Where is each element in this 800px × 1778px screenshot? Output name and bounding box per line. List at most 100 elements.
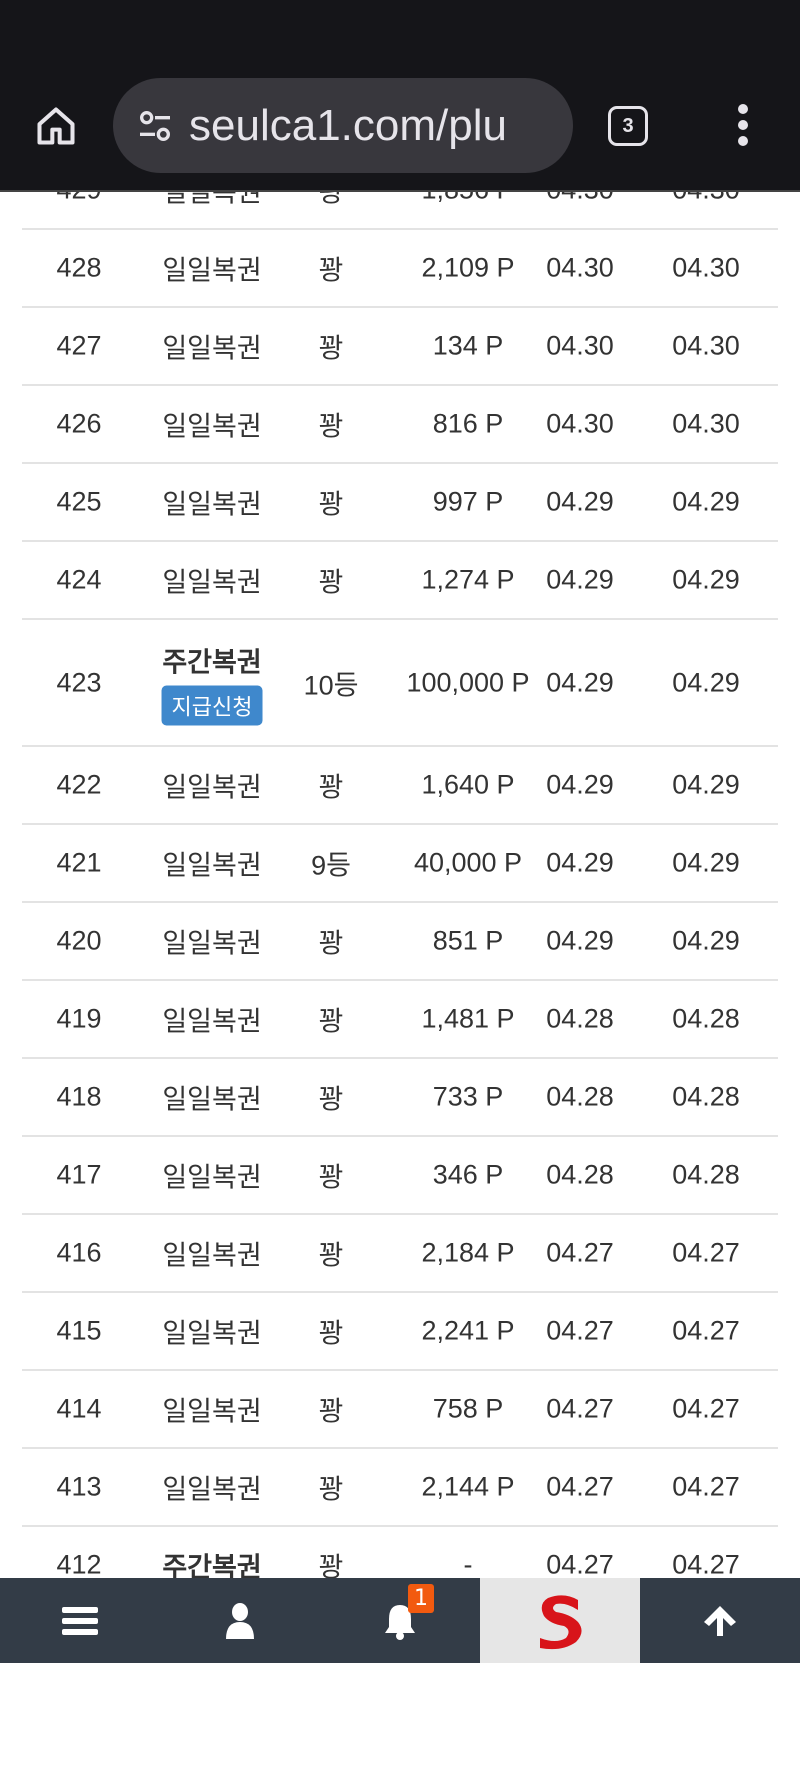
claim-button[interactable]: 지급신청 [161, 685, 263, 725]
user-icon [226, 1602, 254, 1639]
row-number: 416 [56, 1237, 102, 1268]
payout-date: 04.29 [672, 667, 740, 697]
payout-date: 04.28 [672, 1003, 740, 1034]
rank: 꽝 [318, 1318, 344, 1349]
site-settings-icon[interactable] [135, 106, 175, 146]
table-row: 416 일일복권 꽝 2,184 P 04.27 04.27 [22, 1215, 778, 1293]
draw-date: 04.27 [546, 1471, 614, 1502]
rank: 꽝 [318, 333, 344, 364]
site-logo [540, 1594, 582, 1649]
draw-date: 04.29 [546, 486, 614, 517]
row-number: 427 [56, 330, 102, 361]
draw-date: 04.27 [546, 1237, 614, 1268]
amount: 134 P [432, 330, 504, 361]
lottery-type: 일일복권 [162, 1396, 262, 1427]
draw-date: 04.27 [546, 1549, 614, 1580]
row-number: 424 [56, 564, 102, 595]
payout-date: 04.30 [672, 408, 740, 439]
rank: 꽝 [318, 1162, 344, 1193]
bottom-nav: 1 [0, 1578, 800, 1663]
draw-date: 04.30 [546, 408, 614, 439]
draw-date: 04.28 [546, 1159, 614, 1190]
payout-date: 04.27 [672, 1393, 740, 1424]
rank: 꽝 [318, 1240, 344, 1271]
payout-date: 04.29 [672, 847, 740, 878]
amount: 346 P [432, 1159, 504, 1190]
tab-switcher-button[interactable]: 3 [608, 106, 648, 146]
draw-date: 04.30 [546, 330, 614, 361]
table-row: 428 일일복권 꽝 2,109 P 04.30 04.30 [22, 230, 778, 308]
site-logo-button[interactable] [480, 1578, 640, 1663]
amount: - [463, 1549, 473, 1580]
amount: 2,241 P [421, 1315, 515, 1346]
draw-date: 04.30 [546, 252, 614, 283]
rank: 꽝 [318, 1552, 344, 1583]
lottery-type: 일일복권 [162, 567, 262, 598]
lottery-type: 일일복권 [162, 255, 262, 286]
amount: 1,274 P [421, 564, 515, 595]
payout-date: 04.27 [672, 1549, 740, 1580]
amount: 851 P [432, 925, 504, 956]
payout-date: 04.29 [672, 564, 740, 595]
draw-date: 04.28 [546, 1081, 614, 1112]
table-row: 425 일일복권 꽝 997 P 04.29 04.29 [22, 464, 778, 542]
payout-date: 04.27 [672, 1315, 740, 1346]
draw-date: 04.29 [546, 564, 614, 595]
user-button[interactable] [160, 1578, 320, 1663]
bell-icon [385, 1604, 415, 1640]
table-row: 424 일일복권 꽝 1,274 P 04.29 04.29 [22, 542, 778, 620]
draw-date: 04.29 [546, 847, 614, 878]
row-number: 426 [56, 408, 102, 439]
rank: 9등 [311, 850, 351, 881]
notification-badge: 1 [408, 1584, 434, 1613]
row-number: 415 [56, 1315, 102, 1346]
rank: 꽝 [318, 1006, 344, 1037]
amount: 2,184 P [421, 1237, 515, 1268]
row-number: 423 [56, 667, 102, 697]
amount: 1,640 P [421, 769, 515, 800]
amount: 2,144 P [421, 1471, 515, 1502]
payout-date: 04.29 [672, 925, 740, 956]
notifications-button[interactable]: 1 [320, 1578, 480, 1663]
payout-date: 04.27 [672, 1471, 740, 1502]
payout-date: 04.29 [672, 486, 740, 517]
lottery-type: 일일복권 [162, 1006, 262, 1037]
amount: 100,000 P [406, 667, 530, 697]
row-number: 421 [56, 847, 102, 878]
lottery-history-table: 429일일복권 꽝 1,856 P 04.30 04.30428일일복권 꽝 2… [22, 152, 778, 1605]
rank: 꽝 [318, 1396, 344, 1427]
rank: 꽝 [318, 1084, 344, 1115]
arrow-up-icon [704, 1605, 736, 1636]
table-row: 414 일일복권 꽝 758 P 04.27 04.27 [22, 1371, 778, 1449]
home-icon[interactable] [34, 104, 78, 148]
rank: 꽝 [318, 489, 344, 520]
address-bar[interactable]: seulca1.com/plu [113, 78, 573, 173]
row-number: 412 [56, 1549, 102, 1580]
scroll-top-button[interactable] [640, 1578, 800, 1663]
payout-date: 04.28 [672, 1159, 740, 1190]
draw-date: 04.29 [546, 769, 614, 800]
table-row: 422 일일복권 꽝 1,640 P 04.29 04.29 [22, 747, 778, 825]
row-number: 420 [56, 925, 102, 956]
amount: 816 P [432, 408, 504, 439]
lottery-type: 일일복권 [162, 850, 262, 881]
table-row: 419 일일복권 꽝 1,481 P 04.28 04.28 [22, 981, 778, 1059]
lottery-type: 일일복권 [162, 333, 262, 364]
amount: 997 P [432, 486, 504, 517]
amount: 2,109 P [421, 252, 515, 283]
menu-button[interactable] [0, 1578, 160, 1663]
table-row: 417 일일복권 꽝 346 P 04.28 04.28 [22, 1137, 778, 1215]
table-row: 421 일일복권 9등 40,000 P 04.29 04.29 [22, 825, 778, 903]
more-options-icon[interactable] [733, 104, 753, 150]
payout-date: 04.29 [672, 769, 740, 800]
lottery-type: 일일복권 [162, 1240, 262, 1271]
row-number: 417 [56, 1159, 102, 1190]
url-text[interactable]: seulca1.com/plu [189, 100, 507, 150]
rank: 꽝 [318, 772, 344, 803]
lottery-type: 일일복권 [162, 1162, 262, 1193]
lottery-type: 주간복권 [162, 647, 262, 677]
lottery-type: 일일복권 [162, 489, 262, 520]
lottery-type: 일일복권 [162, 1318, 262, 1349]
table-row: 426 일일복권 꽝 816 P 04.30 04.30 [22, 386, 778, 464]
